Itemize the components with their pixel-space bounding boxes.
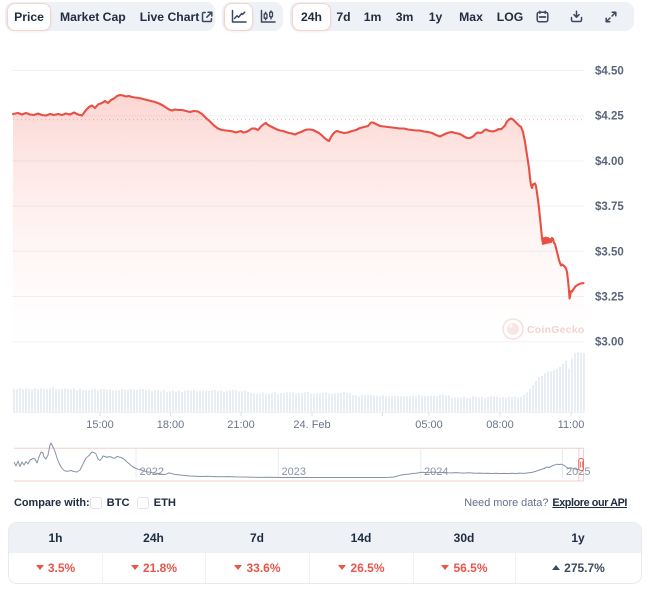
svg-text:21:00: 21:00 (227, 419, 255, 431)
svg-text:2023: 2023 (282, 466, 306, 478)
svg-text:$3.00: $3.00 (595, 337, 624, 349)
svg-text:2022: 2022 (140, 466, 164, 478)
svg-text:24. Feb: 24. Feb (293, 419, 330, 431)
svg-text:$4.50: $4.50 (595, 66, 624, 78)
svg-text:05:00: 05:00 (415, 419, 443, 431)
svg-text:08:00: 08:00 (486, 419, 514, 431)
svg-text:$4.00: $4.00 (595, 156, 624, 168)
svg-text:$3.25: $3.25 (595, 292, 624, 304)
svg-text:15:00: 15:00 (86, 419, 114, 431)
svg-text:11:00: 11:00 (558, 419, 585, 431)
svg-text:2024: 2024 (424, 466, 448, 478)
svg-text:$4.25: $4.25 (595, 111, 624, 123)
svg-text:$3.75: $3.75 (595, 201, 624, 213)
svg-text:$3.50: $3.50 (595, 246, 624, 258)
svg-text:2025: 2025 (566, 466, 590, 478)
svg-text:18:00: 18:00 (157, 419, 185, 431)
